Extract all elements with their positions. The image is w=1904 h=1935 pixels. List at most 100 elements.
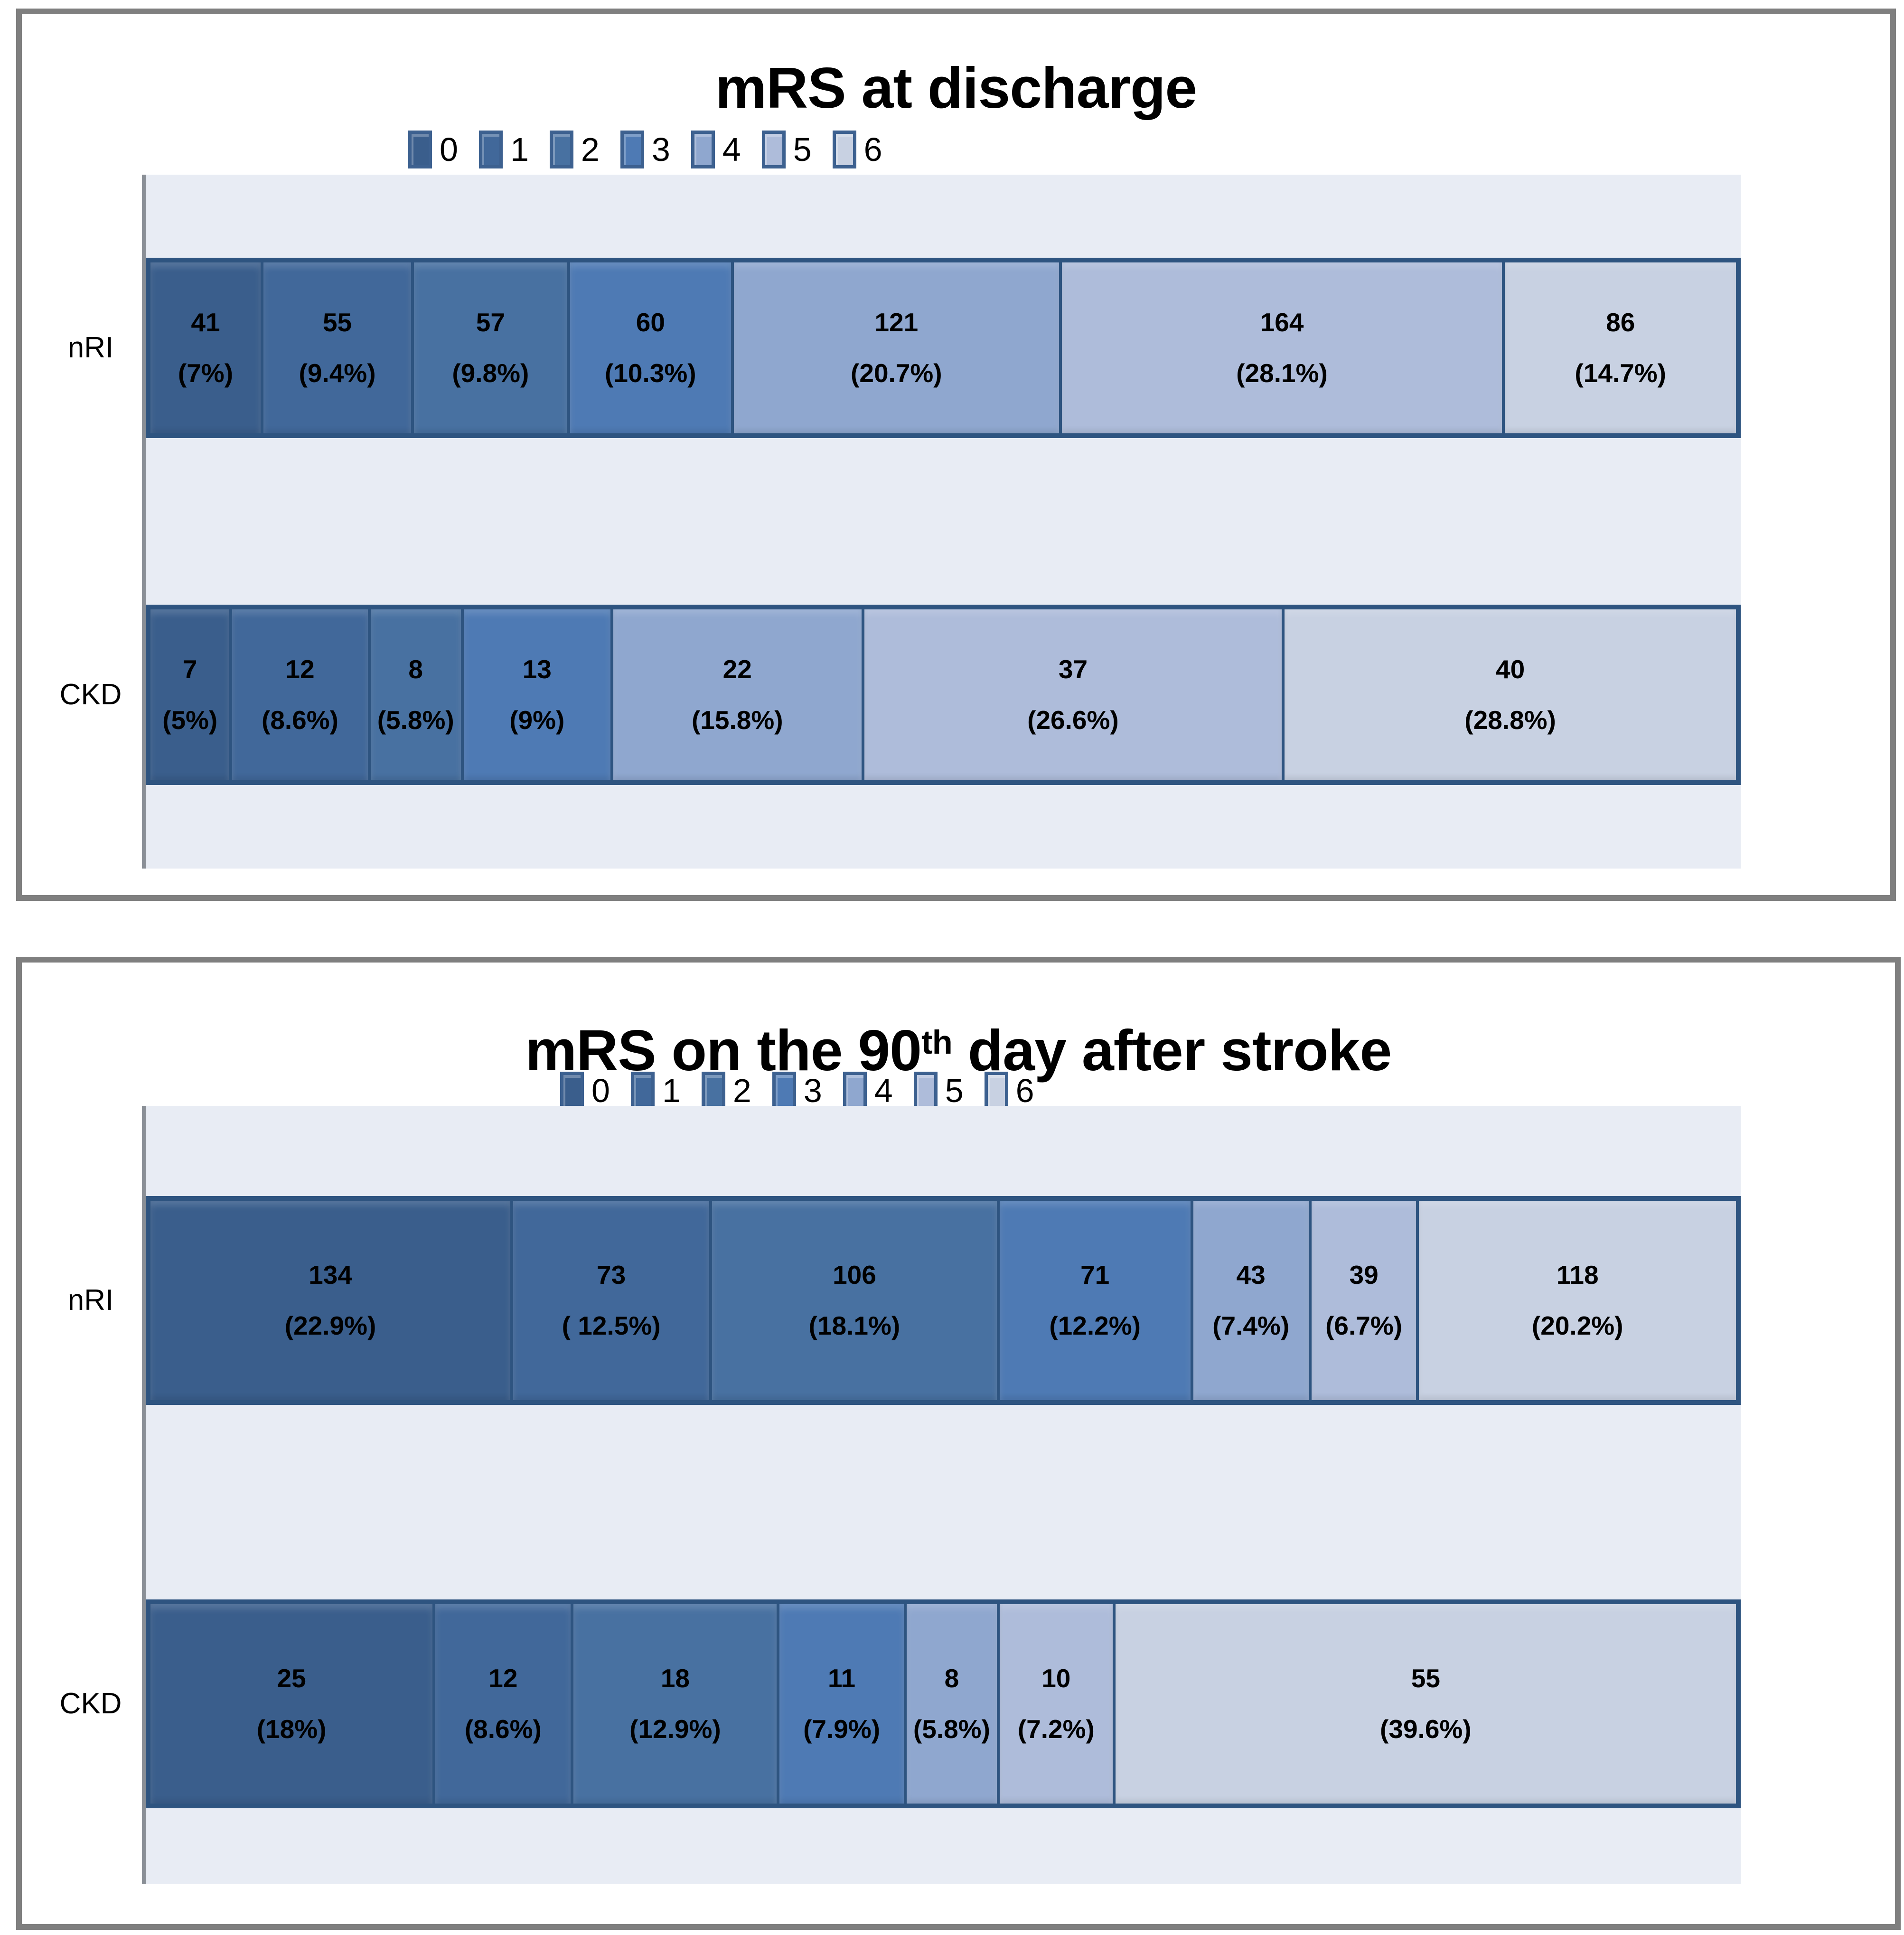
segment-count: 22	[722, 654, 752, 684]
bar-segment-mrs-2: 8 (5.8%)	[367, 609, 461, 780]
bar-segment-mrs-5: 39 (6.7%)	[1308, 1201, 1416, 1400]
legend-item-5: 5	[913, 1072, 964, 1110]
legend-item-4: 4	[843, 1072, 893, 1110]
title-superscript: th	[921, 1023, 953, 1061]
legend-swatch-icon	[843, 1072, 867, 1110]
legend-item-label: 2	[732, 1072, 751, 1109]
segment-percent: (12.9%)	[629, 1714, 721, 1744]
bar-segment-mrs-1: 12 (8.6%)	[432, 1604, 571, 1804]
segment-percent: (8.6%)	[262, 705, 338, 735]
segment-percent: (5.8%)	[913, 1714, 990, 1744]
legend-swatch-icon	[408, 131, 432, 168]
segment-count: 12	[488, 1664, 518, 1693]
plot-area: 134 (22.9%) 73 ( 12.5%) 106 (18.1%) 71 (12.2%) 4…	[142, 1106, 1741, 1884]
legend-swatch-icon	[913, 1072, 938, 1110]
bar-segment-mrs-6: 40 (28.8%)	[1282, 609, 1736, 780]
legend-item-label: 1	[510, 131, 529, 168]
legend-item-label: 0	[440, 131, 458, 168]
stacked-bar-ckd: 25 (18%) 12 (8.6%) 18 (12.9%) 11 (7.9%) 8 (5.8%) 1…	[146, 1599, 1741, 1808]
segment-percent: (7.2%)	[1017, 1714, 1095, 1744]
legend-item-label: 4	[874, 1072, 893, 1109]
bar-segment-mrs-3: 71 (12.2%)	[996, 1201, 1191, 1400]
y-axis-line	[142, 1106, 146, 1884]
stacked-bar-nri: 134 (22.9%) 73 ( 12.5%) 106 (18.1%) 71 (12.2%) 4…	[146, 1196, 1741, 1405]
category-label-ckd: CKD	[59, 1687, 122, 1720]
segment-percent: (7.4%)	[1212, 1311, 1290, 1340]
stacked-bar-nri: 41 (7%) 55 (9.4%) 57 (9.8%) 60 (10.3%) 121 (20.7%…	[146, 258, 1741, 438]
legend-item-5: 5	[761, 131, 812, 168]
segment-percent: (20.7%)	[851, 358, 942, 388]
segment-count: 73	[597, 1260, 626, 1290]
category-label-ckd: CKD	[59, 678, 122, 711]
segment-percent: (39.6%)	[1380, 1714, 1472, 1744]
segment-count: 11	[828, 1664, 856, 1693]
segment-percent: (5%)	[162, 705, 218, 735]
segment-percent: (15.8%)	[691, 705, 783, 735]
segment-percent: (22.9%)	[284, 1311, 376, 1340]
bar-segment-mrs-3: 60 (10.3%)	[567, 262, 732, 433]
legend-item-label: 0	[591, 1072, 610, 1109]
segment-count: 60	[636, 308, 665, 337]
bar-segment-mrs-4: 22 (15.8%)	[610, 609, 862, 780]
bar-segment-mrs-4: 43 (7.4%)	[1190, 1201, 1309, 1400]
legend-item-3: 3	[620, 131, 670, 168]
legend-swatch-icon	[761, 131, 786, 168]
segment-count: 106	[833, 1260, 876, 1290]
stacked-bar-ckd: 7 (5%) 12 (8.6%) 8 (5.8%) 13 (9%) 22 (15.8%) 37 (26…	[146, 605, 1741, 785]
plot-area: 41 (7%) 55 (9.4%) 57 (9.8%) 60 (10.3%) 121 (20.7%…	[142, 175, 1741, 869]
bar-segment-mrs-0: 134 (22.9%)	[150, 1201, 511, 1400]
legend-item-label: 1	[662, 1072, 681, 1109]
segment-count: 121	[874, 308, 919, 337]
legend-swatch-icon	[984, 1072, 1008, 1110]
legend-item-label: 5	[793, 131, 812, 168]
legend-item-2: 2	[701, 1072, 751, 1110]
segment-count: 7	[182, 654, 197, 684]
segment-count: 12	[285, 654, 315, 684]
segment-count: 13	[522, 654, 552, 684]
bar-segment-mrs-6: 55 (39.6%)	[1112, 1604, 1736, 1804]
bar-segment-mrs-0: 25 (18%)	[150, 1604, 433, 1804]
bar-segment-mrs-5: 37 (26.6%)	[861, 609, 1282, 780]
legend-item-label: 6	[1015, 1072, 1034, 1109]
segment-count: 71	[1080, 1260, 1110, 1290]
segment-count: 37	[1058, 654, 1088, 684]
segment-percent: (9%)	[509, 705, 565, 735]
bar-segment-mrs-1: 55 (9.4%)	[260, 262, 412, 433]
segment-count: 39	[1349, 1260, 1379, 1290]
legend-item-6: 6	[832, 131, 882, 168]
segment-count: 164	[1260, 308, 1304, 337]
segment-percent: (18.1%)	[808, 1311, 900, 1340]
bar-segment-mrs-1: 12 (8.6%)	[229, 609, 368, 780]
segment-count: 86	[1606, 308, 1635, 337]
legend-item-6: 6	[984, 1072, 1034, 1110]
legend-item-4: 4	[691, 131, 741, 168]
legend-swatch-icon	[560, 1072, 584, 1110]
legend-item-label: 3	[651, 131, 670, 168]
legend-item-2: 2	[549, 131, 600, 168]
bar-segment-mrs-2: 18 (12.9%)	[571, 1604, 777, 1804]
segment-count: 8	[944, 1664, 959, 1693]
segment-percent: (7%)	[178, 358, 234, 388]
segment-percent: (18%)	[256, 1714, 327, 1744]
chart-title: mRS at discharge	[715, 56, 1198, 120]
segment-percent: (28.8%)	[1464, 705, 1556, 735]
segment-count: 134	[309, 1260, 352, 1290]
legend-item-label: 5	[945, 1072, 964, 1109]
legend-item-3: 3	[772, 1072, 822, 1110]
legend-swatch-icon	[701, 1072, 725, 1110]
legend-item-1: 1	[478, 131, 529, 168]
segment-percent: (12.2%)	[1049, 1311, 1141, 1340]
segment-percent: (6.7%)	[1325, 1311, 1403, 1340]
bar-segment-mrs-1: 73 ( 12.5%)	[510, 1201, 710, 1400]
segment-percent: (5.8%)	[377, 705, 454, 735]
segment-percent: (28.1%)	[1236, 358, 1328, 388]
bar-segment-mrs-6: 86 (14.7%)	[1502, 262, 1736, 433]
segment-count: 40	[1496, 654, 1525, 684]
segment-count: 55	[322, 308, 352, 337]
segment-count: 18	[660, 1664, 690, 1693]
segment-count: 57	[476, 308, 505, 337]
bar-segment-mrs-4: 8 (5.8%)	[903, 1604, 997, 1804]
legend-item-label: 3	[803, 1072, 822, 1109]
segment-percent: (26.6%)	[1027, 705, 1119, 735]
